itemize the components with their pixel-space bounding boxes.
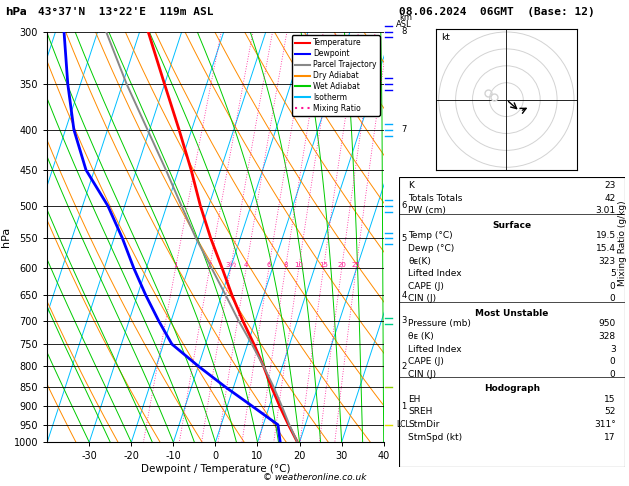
Text: 950: 950 xyxy=(598,319,616,329)
Text: Lifted Index: Lifted Index xyxy=(408,345,462,354)
Text: 6: 6 xyxy=(267,262,271,268)
Text: Most Unstable: Most Unstable xyxy=(476,309,548,318)
Text: CIN (J): CIN (J) xyxy=(408,370,437,379)
Text: 328: 328 xyxy=(598,332,616,341)
Text: 0: 0 xyxy=(610,295,616,303)
Text: 3.01: 3.01 xyxy=(596,206,616,215)
Text: LCL: LCL xyxy=(396,420,410,429)
Text: Temp (°C): Temp (°C) xyxy=(408,231,453,241)
Text: StmSpd (kt): StmSpd (kt) xyxy=(408,433,462,442)
Text: Hodograph: Hodograph xyxy=(484,384,540,393)
Text: CIN (J): CIN (J) xyxy=(408,295,437,303)
Text: θᴇ(K): θᴇ(K) xyxy=(408,257,431,265)
Text: 15: 15 xyxy=(319,262,328,268)
Text: 20: 20 xyxy=(337,262,346,268)
Text: 4: 4 xyxy=(401,291,406,300)
Text: Mixing Ratio (g/kg): Mixing Ratio (g/kg) xyxy=(618,200,627,286)
Text: 52: 52 xyxy=(604,407,616,417)
Text: θᴇ (K): θᴇ (K) xyxy=(408,332,434,341)
Text: 1: 1 xyxy=(174,262,178,268)
Text: 6: 6 xyxy=(401,201,407,210)
Text: 19.5: 19.5 xyxy=(596,231,616,241)
Text: 23: 23 xyxy=(604,181,616,190)
Text: 5: 5 xyxy=(401,234,406,243)
Text: Pressure (mb): Pressure (mb) xyxy=(408,319,471,329)
Text: K: K xyxy=(408,181,415,190)
Text: 3½: 3½ xyxy=(225,262,237,268)
Text: Lifted Index: Lifted Index xyxy=(408,269,462,278)
Text: 0: 0 xyxy=(610,370,616,379)
Text: Surface: Surface xyxy=(493,221,532,230)
Text: 08.06.2024  06GMT  (Base: 12): 08.06.2024 06GMT (Base: 12) xyxy=(399,7,595,17)
Text: 42: 42 xyxy=(604,194,616,203)
Text: PW (cm): PW (cm) xyxy=(408,206,447,215)
Text: 5: 5 xyxy=(610,269,616,278)
Text: 2: 2 xyxy=(401,362,406,371)
X-axis label: Dewpoint / Temperature (°C): Dewpoint / Temperature (°C) xyxy=(141,464,290,474)
Text: Totals Totals: Totals Totals xyxy=(408,194,463,203)
Text: Dewp (°C): Dewp (°C) xyxy=(408,244,455,253)
Text: CAPE (J): CAPE (J) xyxy=(408,282,444,291)
Text: 3: 3 xyxy=(401,316,407,325)
Text: 4: 4 xyxy=(244,262,248,268)
Text: StmDir: StmDir xyxy=(408,420,440,429)
Text: CAPE (J): CAPE (J) xyxy=(408,357,444,366)
Text: 15: 15 xyxy=(604,395,616,404)
Text: 7: 7 xyxy=(401,125,407,134)
Text: km: km xyxy=(399,13,413,22)
Text: 323: 323 xyxy=(598,257,616,265)
Text: 43°37'N  13°22'E  119m ASL: 43°37'N 13°22'E 119m ASL xyxy=(38,7,213,17)
Text: kt: kt xyxy=(442,34,450,42)
Text: EH: EH xyxy=(408,395,421,404)
Text: 15.4: 15.4 xyxy=(596,244,616,253)
Y-axis label: hPa: hPa xyxy=(1,227,11,247)
Legend: Temperature, Dewpoint, Parcel Trajectory, Dry Adiabat, Wet Adiabat, Isotherm, Mi: Temperature, Dewpoint, Parcel Trajectory… xyxy=(292,35,380,116)
Text: ASL: ASL xyxy=(396,20,412,29)
Text: 3: 3 xyxy=(610,345,616,354)
Text: 17: 17 xyxy=(604,433,616,442)
Text: hPa: hPa xyxy=(5,7,27,17)
Text: 1: 1 xyxy=(401,402,406,411)
Text: 8: 8 xyxy=(401,27,407,36)
Text: 0: 0 xyxy=(610,282,616,291)
Text: 2: 2 xyxy=(208,262,212,268)
Text: 25: 25 xyxy=(352,262,360,268)
Text: 311°: 311° xyxy=(594,420,616,429)
Text: 8: 8 xyxy=(283,262,287,268)
Text: 0: 0 xyxy=(610,357,616,366)
Text: 10: 10 xyxy=(294,262,303,268)
Text: © weatheronline.co.uk: © weatheronline.co.uk xyxy=(263,473,366,482)
Text: SREH: SREH xyxy=(408,407,433,417)
